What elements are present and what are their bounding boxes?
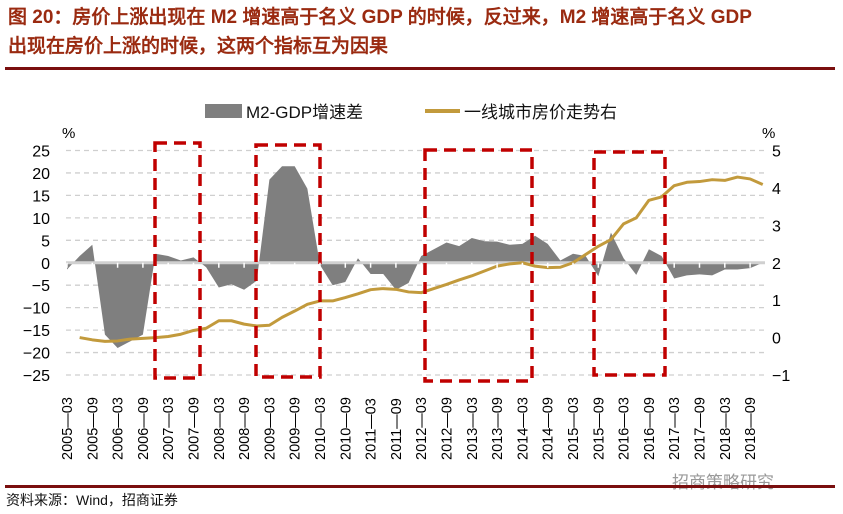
x-tick-label: 2005—03 — [60, 397, 76, 460]
x-tick-label: 2018—03 — [718, 397, 734, 460]
left-tick-label: −15 — [23, 323, 50, 340]
x-tick-label: 2016—09 — [642, 397, 658, 460]
x-tick-label: 2014—03 — [515, 397, 531, 460]
x-tick-label: 2018—09 — [743, 397, 759, 460]
x-tick-label: 2007—03 — [161, 397, 177, 460]
left-tick-label: 15 — [32, 188, 50, 205]
chart: % % 2520151050−5−10−15−20−25543210−12005… — [23, 125, 790, 460]
right-tick-label: 0 — [772, 331, 781, 348]
x-tick-label: 2011—03 — [364, 398, 380, 460]
left-tick-label: −10 — [23, 301, 50, 318]
x-tick-label: 2015—03 — [566, 397, 582, 460]
chart-title-line2: 出现在房价上涨的时候，这两个指标互为因果 — [8, 36, 389, 57]
annotation-dashed-box — [592, 150, 667, 377]
x-tick-label: 2012—09 — [440, 397, 456, 460]
left-tick-label: 25 — [32, 144, 50, 161]
x-tick-label: 2005—09 — [85, 397, 101, 460]
left-tick-label: −20 — [23, 346, 50, 363]
annotation-dashed-box — [153, 141, 202, 380]
x-tick-label: 2008—09 — [237, 397, 253, 460]
x-tick-label: 2009—03 — [262, 397, 278, 460]
footer-rule — [5, 485, 835, 488]
legend-label-area: M2-GDP增速差 — [246, 103, 364, 122]
right-tick-label: 4 — [772, 181, 781, 198]
source-note: 资料来源：Wind，招商证券 — [6, 492, 178, 508]
left-tick-label: 0 — [41, 256, 50, 273]
right-tick-label: 1 — [772, 293, 781, 310]
left-tick-label: 20 — [32, 166, 50, 183]
x-tick-label: 2013—03 — [465, 397, 481, 460]
x-tick-label: 2006—03 — [111, 397, 127, 460]
right-tick-label: −1 — [772, 368, 790, 385]
x-tick-label: 2015—09 — [591, 397, 607, 460]
left-tick-label: −5 — [32, 278, 50, 295]
chart-title-line1: 图 20：房价上涨出现在 M2 增速高于名义 GDP 的时候，反过来，M2 增速… — [8, 7, 752, 28]
left-tick-label: 10 — [32, 211, 50, 228]
annotation-dashed-box — [254, 143, 322, 379]
right-tick-label: 5 — [772, 144, 781, 161]
left-tick-label: 5 — [41, 233, 50, 250]
x-tick-label: 2016—03 — [617, 397, 633, 460]
x-tick-label: 2006—09 — [136, 397, 152, 460]
x-tick-label: 2010—09 — [338, 397, 354, 460]
left-tick-label: −25 — [23, 368, 50, 385]
x-tick-label: 2010—03 — [313, 397, 329, 460]
x-tick-label: 2017—09 — [693, 397, 709, 460]
x-tick-label: 2014—09 — [541, 397, 557, 460]
x-tick-label: 2011—09 — [389, 398, 405, 460]
right-tick-label: 2 — [772, 256, 781, 273]
watermark: 招商策略研究 — [672, 473, 774, 492]
x-tick-label: 2012—03 — [414, 397, 430, 460]
annotation-dashed-box — [423, 148, 534, 383]
legend-item-area: M2-GDP增速差 — [205, 98, 363, 123]
series-area-m2-gdp — [67, 166, 763, 349]
legend-swatch-line — [425, 108, 460, 113]
title-rule — [5, 67, 835, 70]
left-axis-unit: % — [62, 125, 75, 142]
x-tick-label: 2009—09 — [288, 397, 304, 460]
x-tick-label: 2007—09 — [187, 397, 203, 460]
x-tick-label: 2017—03 — [667, 397, 683, 460]
legend-swatch-area — [205, 103, 242, 118]
series-line-house-price — [79, 175, 764, 343]
right-tick-label: 3 — [772, 218, 781, 235]
x-tick-label: 2013—09 — [490, 397, 506, 460]
legend-item-line: 一线城市房价走势右 — [425, 98, 617, 123]
right-axis-unit: % — [762, 125, 775, 142]
legend-label-line: 一线城市房价走势右 — [464, 103, 617, 122]
x-tick-label: 2008—03 — [212, 397, 228, 460]
